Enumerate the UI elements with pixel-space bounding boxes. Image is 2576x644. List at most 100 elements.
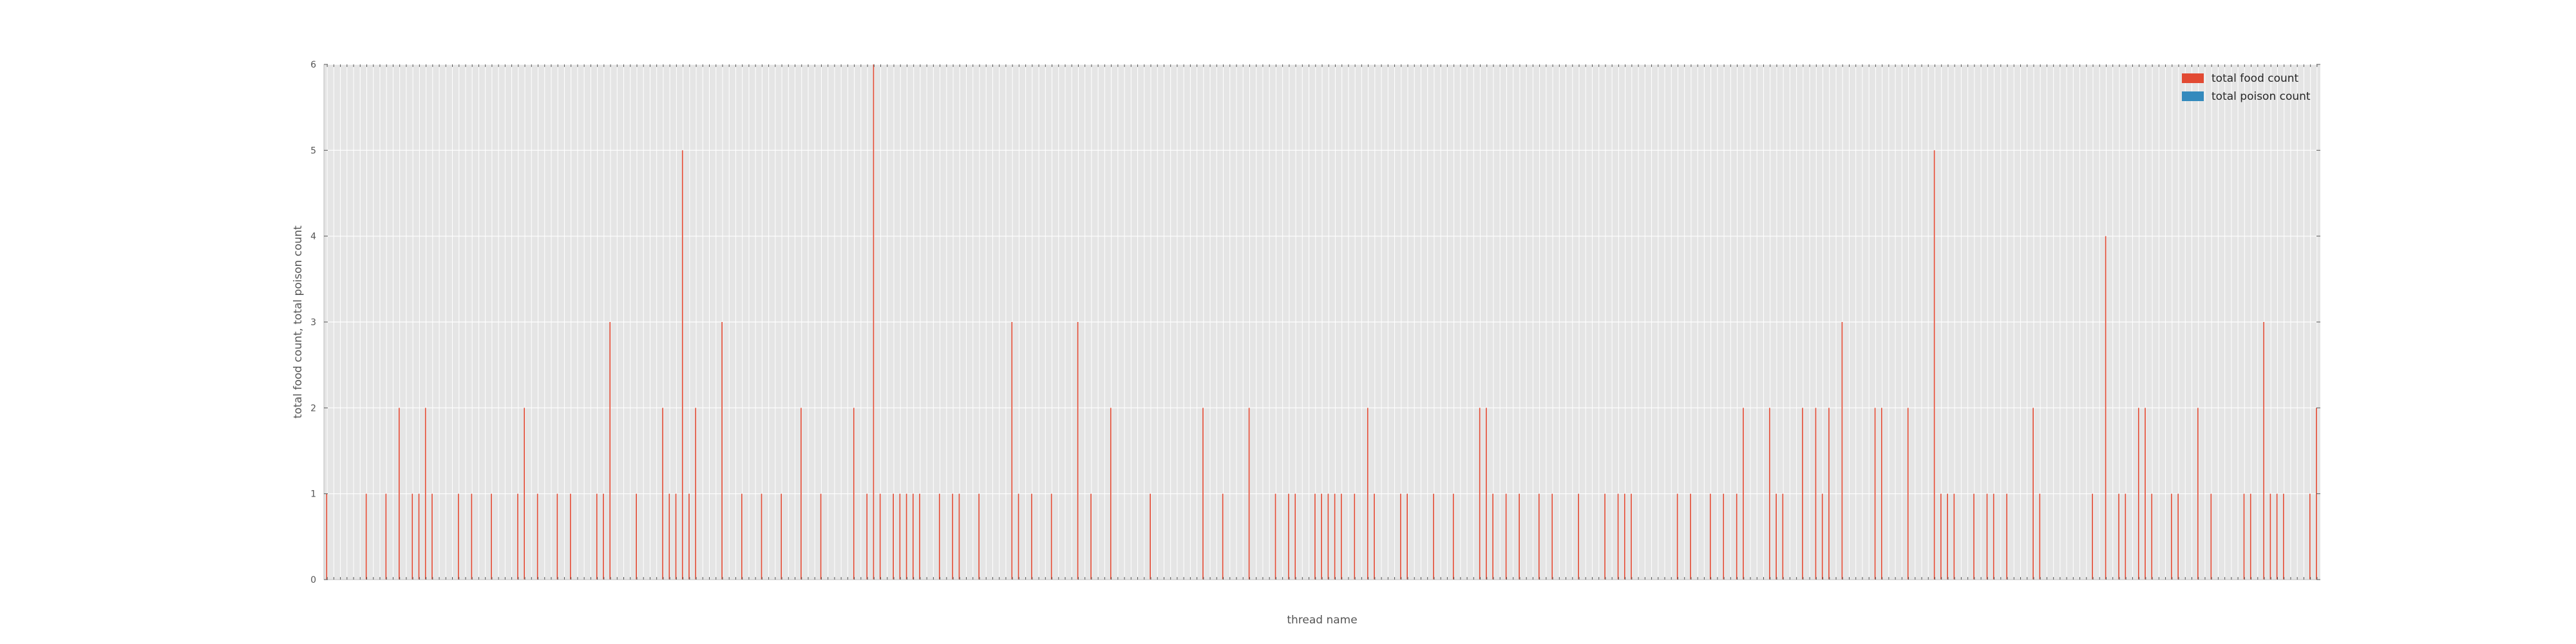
bar-food: [913, 493, 914, 580]
bar-food: [1776, 493, 1777, 580]
x-axis-label: thread name: [1287, 614, 1357, 627]
bar-food: [1624, 493, 1625, 580]
bar-food: [1110, 408, 1112, 580]
bar-food: [1374, 493, 1375, 580]
bar-food: [761, 493, 762, 580]
bar-food: [958, 493, 960, 580]
bar-food: [431, 493, 433, 580]
y-tick-label: 5: [310, 146, 316, 156]
bar-food: [1828, 408, 1830, 580]
y-tick-label: 3: [310, 317, 316, 328]
y-tick-label: 6: [310, 60, 316, 70]
bar-food: [675, 493, 677, 580]
bar-food: [741, 493, 743, 580]
bar-food: [517, 493, 518, 580]
bar-food: [2197, 408, 2199, 580]
bar-food: [2138, 408, 2139, 580]
y-tick-label: 2: [310, 403, 316, 413]
bar-food: [2125, 493, 2126, 580]
bar-food: [1505, 493, 1507, 580]
y-tick-labels: 0 1 2 3 4 5 6: [310, 60, 316, 585]
bar-food: [1406, 493, 1408, 580]
bar-food: [1986, 493, 1988, 580]
bar-food: [695, 408, 697, 580]
bar-food: [418, 493, 420, 580]
bar-food: [1676, 493, 1678, 580]
bar-food: [1993, 493, 1994, 580]
bar-food: [879, 493, 881, 580]
bar-food: [1617, 493, 1619, 580]
bar-food: [2151, 493, 2153, 580]
bar-food: [2210, 493, 2212, 580]
bar-food: [1452, 493, 1454, 580]
bar-food: [399, 408, 400, 580]
bar-food: [1973, 493, 1975, 580]
bar-food: [1821, 493, 1823, 580]
bar-food: [1769, 408, 1770, 580]
bar-food: [1953, 493, 1955, 580]
bar-food: [721, 322, 723, 580]
bar-food: [1150, 493, 1151, 580]
bars: [326, 64, 2317, 580]
bar-food: [1690, 493, 1691, 580]
bar-food: [1090, 493, 1092, 580]
bar-food: [866, 493, 868, 580]
bar-food: [326, 493, 328, 580]
bar-food: [1940, 493, 1942, 580]
y-tick-label: 4: [310, 232, 316, 242]
bar-food: [873, 64, 875, 580]
bar-food: [1723, 493, 1725, 580]
bar-food: [1011, 322, 1013, 580]
bar-food: [1202, 408, 1204, 580]
bar-food: [978, 493, 980, 580]
bar-food: [365, 493, 367, 580]
legend-label-food: total food count: [2211, 72, 2299, 85]
bar-food: [1802, 408, 1803, 580]
bar-food: [1933, 150, 1935, 580]
bar-food: [2249, 493, 2251, 580]
bar-food: [1354, 493, 1356, 580]
bar-food: [1947, 493, 1948, 580]
bar-food: [1334, 493, 1336, 580]
bar-food: [1288, 493, 1289, 580]
bar-food: [899, 493, 901, 580]
legend-swatch-poison: [2182, 91, 2204, 101]
bar-food: [1492, 493, 1494, 580]
bar-food: [1274, 493, 1276, 580]
bar-food: [662, 408, 663, 580]
bar-food: [2105, 236, 2107, 580]
bar-food: [596, 493, 598, 580]
bar-food: [1881, 408, 1882, 580]
bar-food: [1321, 493, 1322, 580]
bar-food: [1743, 408, 1744, 580]
bar-food: [2092, 493, 2094, 580]
bar-food: [2039, 493, 2041, 580]
bar-food: [1551, 493, 1553, 580]
bar-food: [1519, 493, 1520, 580]
bar-food: [636, 493, 637, 580]
bar-food: [603, 493, 604, 580]
bar-food: [1907, 408, 1909, 580]
bar-food: [1604, 493, 1605, 580]
y-axis-label: total food count, total poison count: [292, 225, 305, 419]
bar-food: [1314, 493, 1316, 580]
bar-food: [1248, 408, 1250, 580]
bar-food: [2283, 493, 2284, 580]
bar-food: [1538, 493, 1540, 580]
bar-food: [2032, 408, 2034, 580]
bar-food: [524, 408, 526, 580]
bar-food: [1077, 322, 1079, 580]
bar-food: [1486, 408, 1487, 580]
bar-food: [1341, 493, 1342, 580]
bar-food: [609, 322, 611, 580]
bar-food: [2006, 493, 2008, 580]
bar-food: [919, 493, 920, 580]
bar-food: [905, 493, 907, 580]
legend-label-poison: total poison count: [2211, 90, 2311, 103]
bar-food: [1709, 493, 1711, 580]
axes: [323, 64, 2320, 580]
bar-food: [1018, 493, 1019, 580]
bar-food: [385, 493, 387, 580]
bar-food: [1327, 493, 1329, 580]
